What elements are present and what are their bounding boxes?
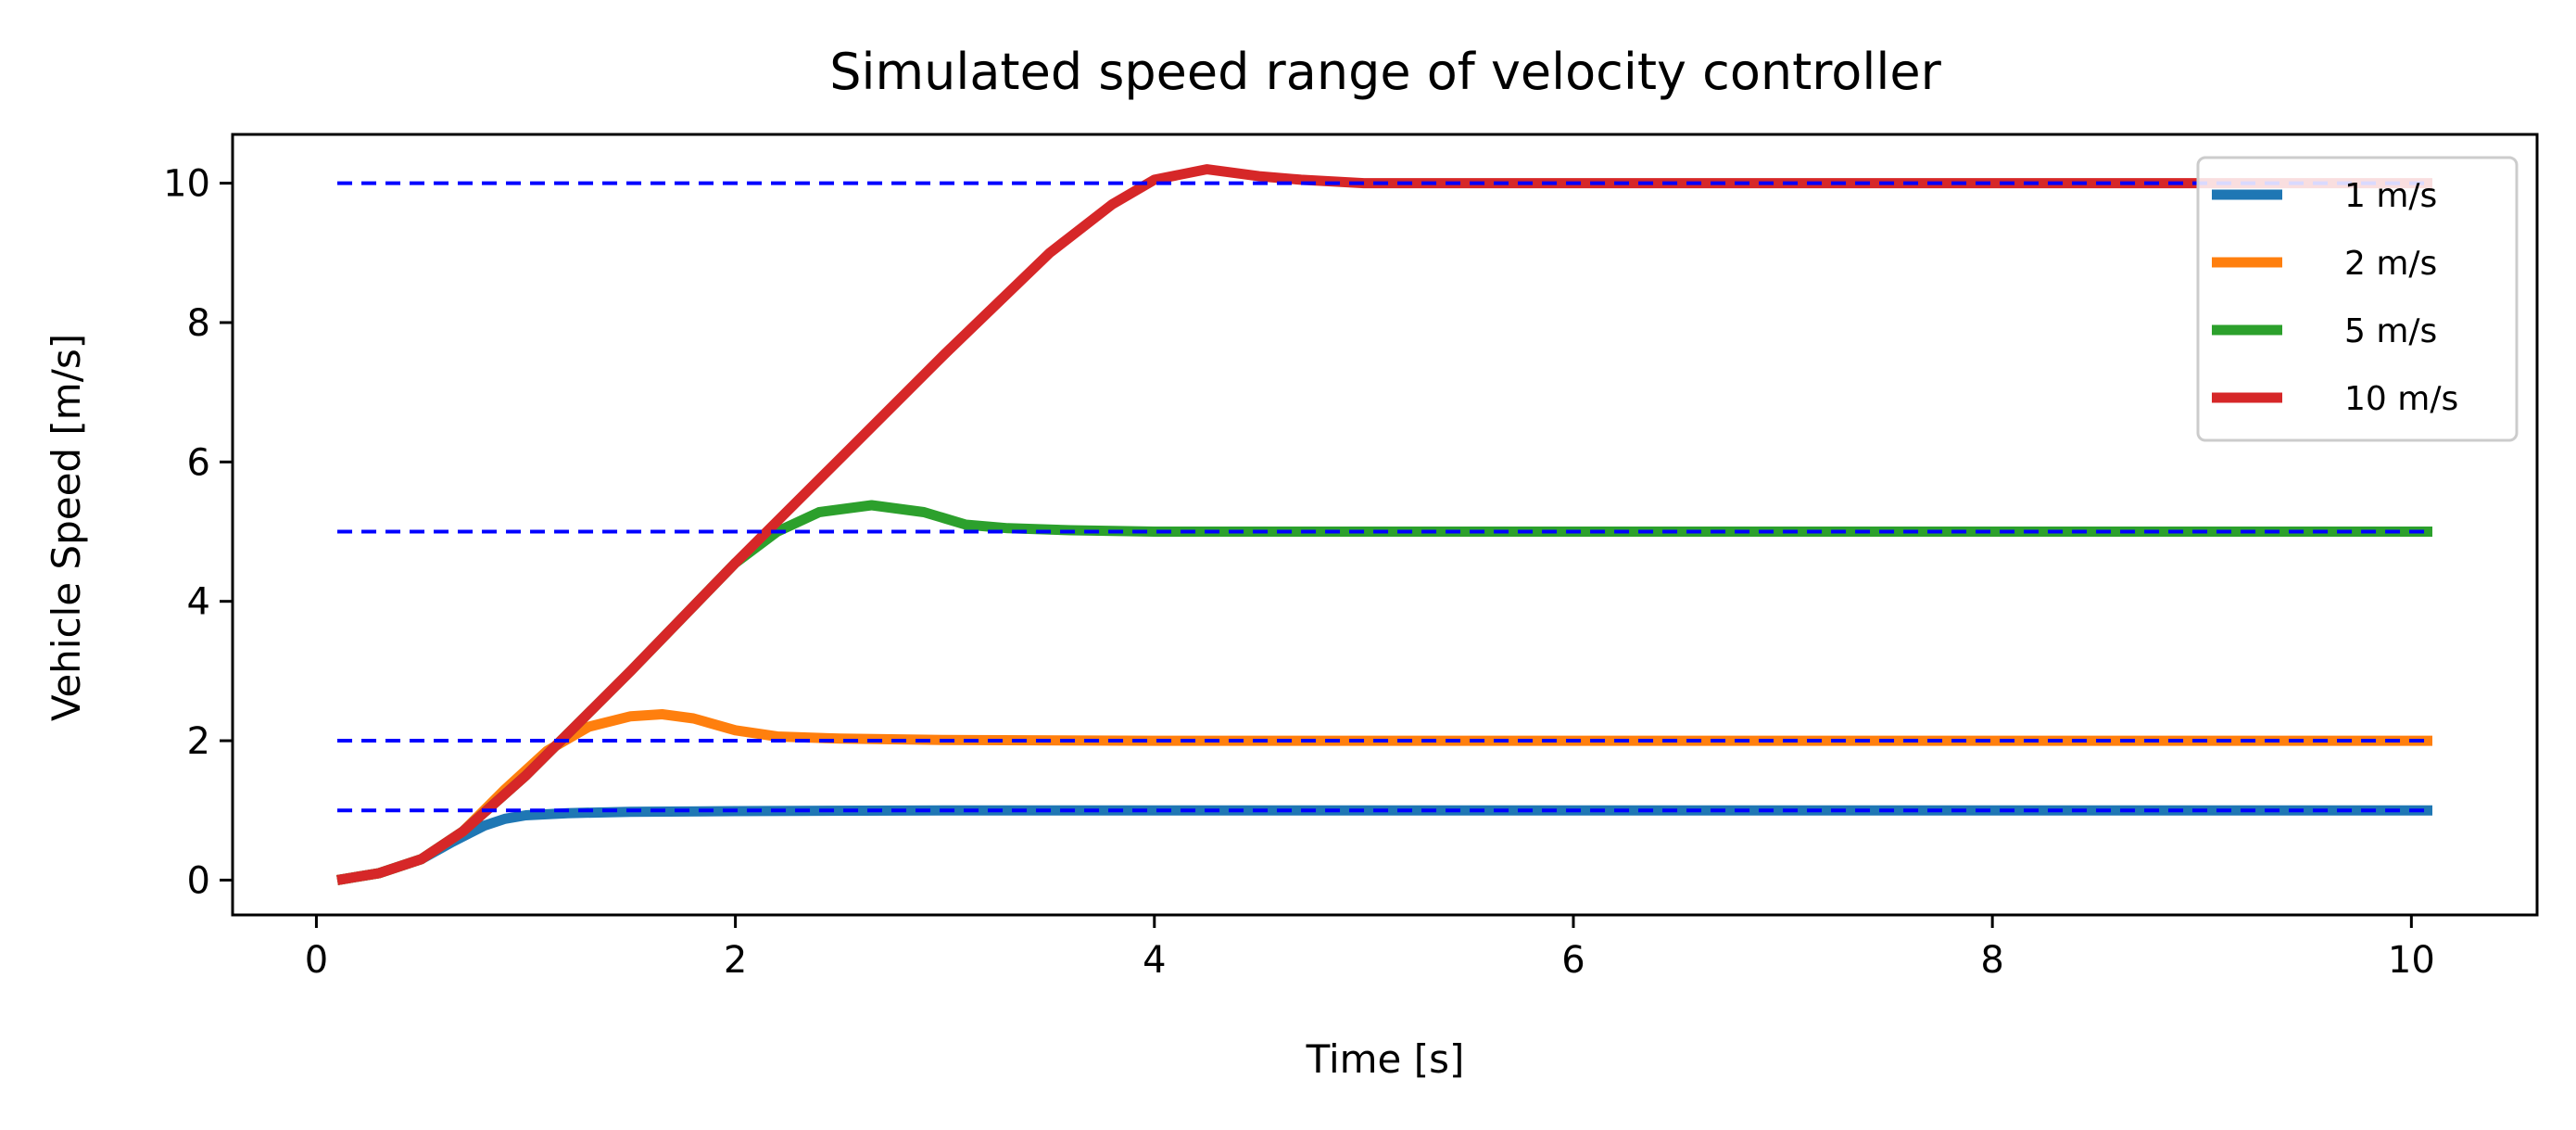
y-tick-label: 2 <box>187 720 210 763</box>
reference-lines <box>337 181 2432 813</box>
y-tick-label: 10 <box>163 163 210 206</box>
legend: 1 m/s 2 m/s 5 m/s 10 m/s <box>2196 156 2519 442</box>
legend-label: 5 m/s <box>2344 312 2437 350</box>
x-tick-label: 2 <box>724 939 747 982</box>
y-tick-label: 4 <box>187 581 210 624</box>
y-axis-label: Vehicle Speed [m/s] <box>44 334 89 721</box>
x-tick-label: 6 <box>1561 939 1585 982</box>
x-tick-label: 10 <box>2388 939 2435 982</box>
y-tick-label: 0 <box>187 859 210 902</box>
y-axis-ticks: 0 2 4 6 8 10 <box>163 163 233 902</box>
series-line-4 <box>336 164 2432 885</box>
plot-frame <box>231 133 2539 917</box>
x-tick-label: 4 <box>1143 939 1166 982</box>
x-tick-label: 8 <box>1980 939 2003 982</box>
y-tick-label: 8 <box>187 302 210 345</box>
legend-label: 1 m/s <box>2344 177 2437 215</box>
legend-entries: 1 m/s 2 m/s 5 m/s 10 m/s <box>2212 177 2458 418</box>
y-tick-label: 6 <box>187 441 210 484</box>
x-tick-label: 0 <box>305 939 328 982</box>
chart-title: Simulated speed range of velocity contro… <box>829 43 1941 101</box>
x-axis-label: Time [s] <box>1306 1036 1465 1082</box>
x-axis-ticks: 0 2 4 6 8 10 <box>305 915 2435 982</box>
legend-label: 10 m/s <box>2344 380 2458 418</box>
legend-box <box>2196 156 2519 442</box>
legend-label: 2 m/s <box>2344 245 2437 283</box>
